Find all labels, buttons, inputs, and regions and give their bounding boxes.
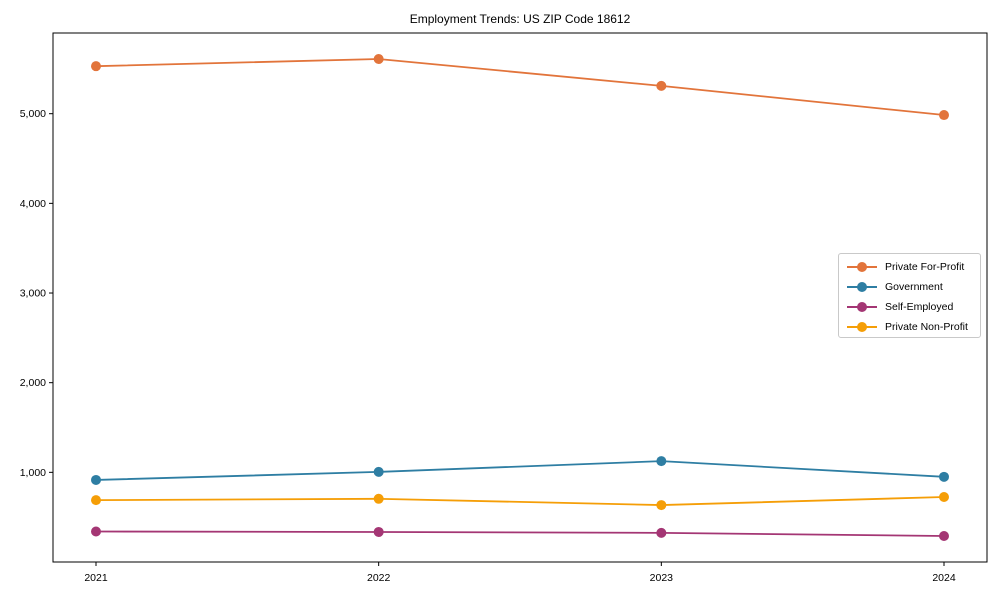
data-point <box>656 80 667 91</box>
data-point <box>939 530 949 541</box>
data-point <box>91 474 101 485</box>
legend-item: Private Non-Profit <box>839 317 980 337</box>
x-tick-label: 2022 <box>367 572 391 584</box>
x-tick-label: 2023 <box>650 572 674 584</box>
legend-line-marker-icon <box>847 262 877 272</box>
legend-label: Private Non-Profit <box>885 321 968 333</box>
legend-label: Private For-Profit <box>885 261 965 273</box>
data-point <box>656 456 667 467</box>
legend-label: Government <box>885 281 943 293</box>
data-point <box>939 491 949 502</box>
data-point <box>373 526 384 537</box>
y-tick-label: 2,000 <box>20 377 46 389</box>
series-line <box>95 530 945 537</box>
data-point <box>373 54 384 65</box>
y-tick-label: 5,000 <box>20 108 46 120</box>
data-point <box>373 493 384 504</box>
data-point <box>91 526 101 537</box>
legend-line-marker-icon <box>847 322 877 332</box>
legend-line-marker-icon <box>847 282 877 292</box>
y-tick-label: 3,000 <box>20 288 46 300</box>
series-line <box>95 58 945 116</box>
legend-item: Government <box>839 277 980 297</box>
data-point <box>373 466 384 477</box>
legend-item: Self-Employed <box>839 297 980 317</box>
legend-line-marker-icon <box>847 302 877 312</box>
series-line <box>95 460 945 481</box>
plot-border <box>52 32 988 563</box>
data-point <box>939 110 949 121</box>
y-tick-label: 1,000 <box>20 467 46 479</box>
series-line <box>95 496 945 506</box>
x-tick-label: 2021 <box>84 572 108 584</box>
chart-title: Employment Trends: US ZIP Code 18612 <box>409 12 631 26</box>
legend-item: Private For-Profit <box>839 257 980 277</box>
y-tick-label: 4,000 <box>20 198 46 210</box>
data-point <box>91 495 101 506</box>
data-point <box>91 61 101 72</box>
data-point <box>656 500 667 511</box>
legend-label: Self-Employed <box>885 301 954 313</box>
data-point <box>939 471 949 482</box>
data-point <box>656 527 667 538</box>
legend: Private For-Profit Government Self-Employe… <box>838 253 981 338</box>
x-tick-label: 2024 <box>932 572 956 584</box>
